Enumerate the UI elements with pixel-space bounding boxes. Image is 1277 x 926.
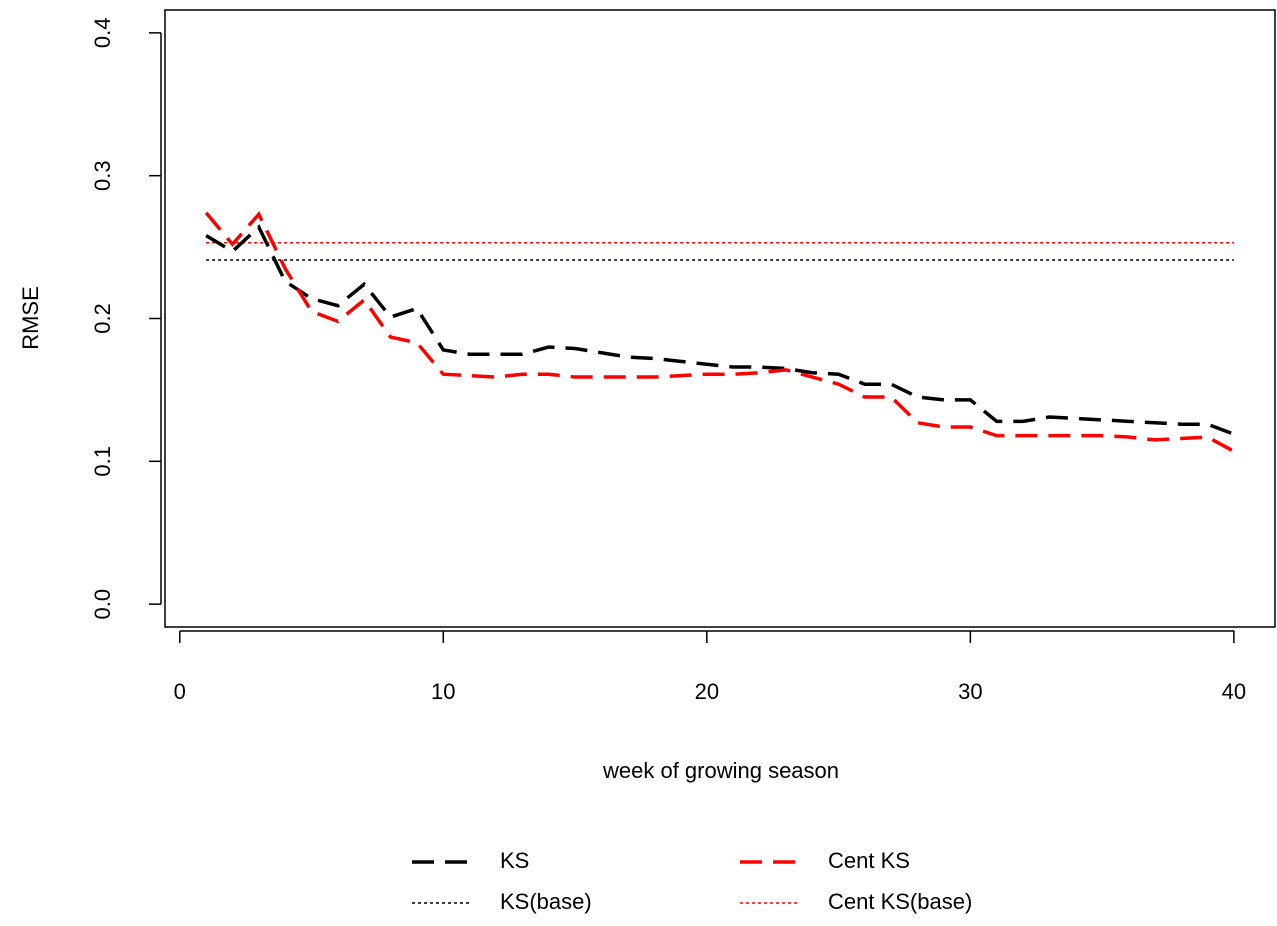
x-axis-label: week of growing season [602,758,839,783]
plot-frame [164,9,1276,628]
legend-label: Cent KS(base) [828,889,972,914]
y-tick-label: 0.1 [90,446,115,477]
series-line [205,224,1235,436]
x-tick-label: 40 [1222,679,1246,704]
legend-label: KS(base) [500,889,592,914]
series-line [204,211,1235,453]
y-tick-label: 0.3 [90,160,115,191]
y-tick-label: 0.2 [90,303,115,334]
legend-label: Cent KS [828,848,910,873]
legend-label: KS [500,848,529,873]
y-tick-label: 0.0 [90,589,115,620]
y-axis-label: RMSE [18,286,43,350]
y-tick-label: 0.4 [90,18,115,49]
x-tick-label: 20 [695,679,719,704]
x-tick-label: 0 [174,679,186,704]
x-tick-label: 30 [958,679,982,704]
x-tick-label: 10 [431,679,455,704]
